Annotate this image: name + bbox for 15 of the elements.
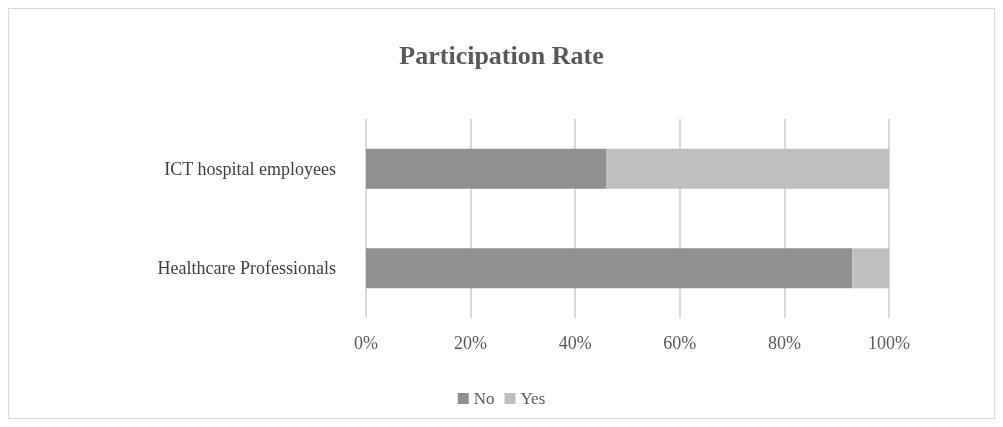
x-tick-label: 0% bbox=[354, 333, 378, 353]
legend-label: Yes bbox=[520, 389, 546, 408]
bar bbox=[366, 248, 853, 289]
y-tick-label: ICT hospital employees bbox=[164, 158, 336, 179]
x-tick-label: 100% bbox=[868, 333, 910, 353]
chart-title: Participation Rate bbox=[399, 40, 604, 70]
x-tick-label: 60% bbox=[663, 333, 697, 353]
bar bbox=[852, 248, 889, 289]
bar bbox=[606, 148, 889, 189]
bar bbox=[366, 148, 607, 189]
x-tick-label: 80% bbox=[767, 333, 801, 353]
y-tick-label: Healthcare Professionals bbox=[157, 258, 336, 279]
x-tick-label: 40% bbox=[558, 333, 592, 353]
legend-label: No bbox=[473, 389, 495, 408]
x-tick-label: 20% bbox=[454, 333, 488, 353]
